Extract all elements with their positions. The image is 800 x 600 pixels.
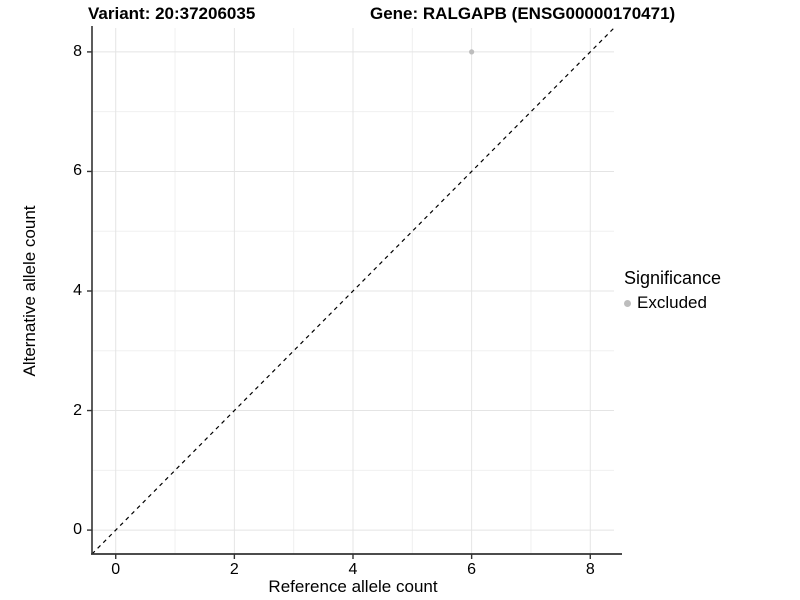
y-axis-label: Alternative allele count	[20, 205, 39, 377]
legend-point-marker-icon	[624, 299, 631, 307]
variant-title: Variant: 20:37206035	[88, 4, 256, 23]
data-point	[469, 49, 475, 55]
legend: Significance Excluded	[624, 268, 721, 313]
y-tick-label-6: 6	[73, 162, 82, 180]
x-tick-label-2: 2	[229, 561, 239, 578]
legend-item-excluded: Excluded	[624, 293, 721, 313]
x-axis-label: Reference allele count	[268, 577, 438, 596]
x-tick-label-6: 6	[467, 561, 477, 578]
x-tick-label-8: 8	[585, 561, 595, 578]
legend-item-label: Excluded	[637, 293, 707, 312]
x-tick-label-0: 0	[111, 561, 121, 578]
gene-title: Gene: RALGAPB (ENSG00000170471)	[370, 4, 676, 23]
y-tick-label-4: 4	[73, 282, 82, 299]
y-tick-label-0: 0	[73, 521, 82, 539]
legend-title: Significance	[624, 268, 722, 288]
y-tick-label-2: 2	[73, 401, 82, 419]
y-tick-label-8: 8	[73, 42, 82, 60]
identity-reference-line	[91, 27, 615, 555]
x-tick-label-4: 4	[348, 561, 358, 578]
